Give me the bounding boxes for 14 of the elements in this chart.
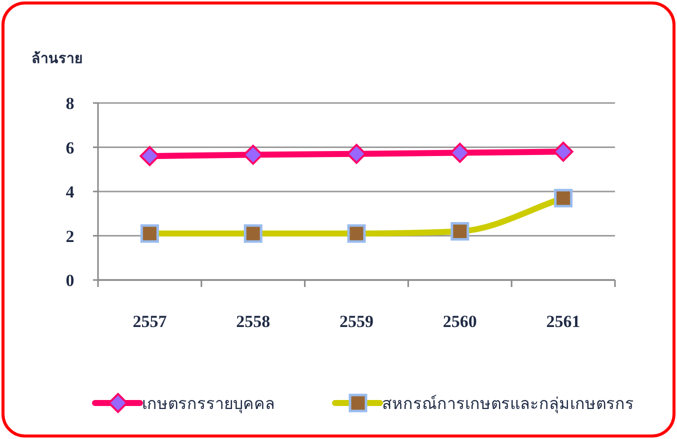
point xyxy=(346,144,366,164)
y-tick-label: 6 xyxy=(66,138,74,158)
x-tick-label: 2559 xyxy=(340,312,374,331)
x-tick-label: 2560 xyxy=(442,312,477,331)
legend-label: สหกรณ์การเกษตรและกลุ่มเกษตรกร xyxy=(382,394,634,414)
y-tick-label: 0 xyxy=(66,271,74,290)
y-tick-label: 2 xyxy=(66,226,74,246)
y-axis-title: ล้านราย xyxy=(32,51,82,67)
x-tick-label: 2557 xyxy=(132,312,168,331)
legend-label: เกษตรกรรายบุคคล xyxy=(142,396,275,414)
y-tick-label: 4 xyxy=(66,182,75,202)
y-tick-label: 8 xyxy=(66,94,74,113)
x-tick-label: 2558 xyxy=(236,312,270,331)
x-tick-label: 2561 xyxy=(546,312,580,331)
